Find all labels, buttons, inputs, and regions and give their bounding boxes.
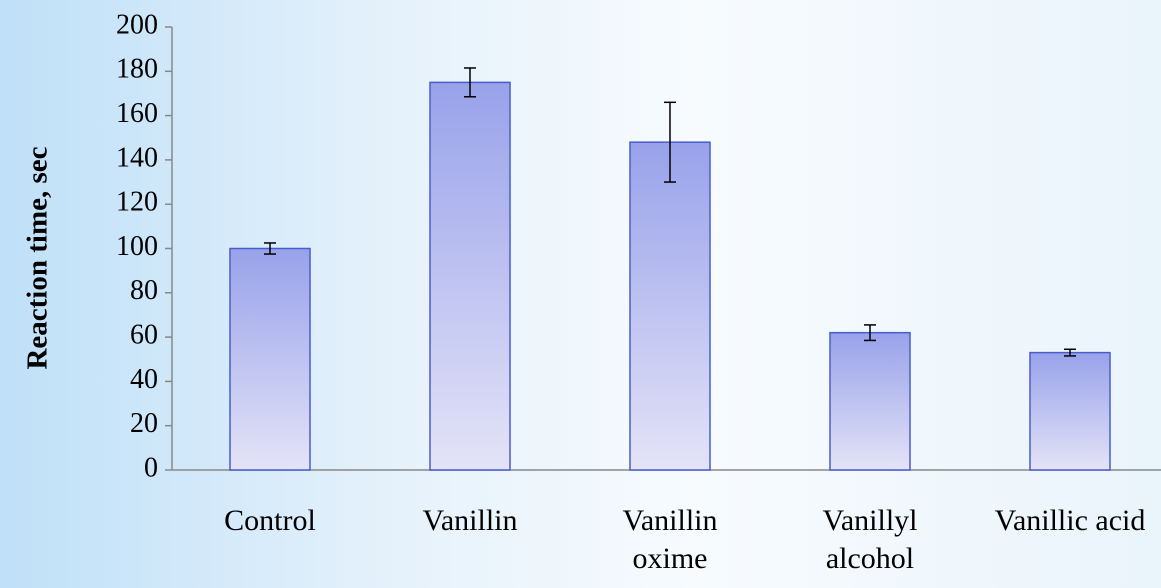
x-tick-label: Control bbox=[224, 504, 316, 537]
bar bbox=[629, 141, 711, 471]
y-tick-label: 180 bbox=[116, 54, 158, 85]
y-tick-label: 100 bbox=[116, 231, 158, 262]
y-tick-label: 140 bbox=[116, 142, 158, 173]
bar bbox=[829, 331, 911, 471]
y-tick-label: 80 bbox=[130, 275, 158, 306]
y-tick-label: 0 bbox=[144, 452, 158, 483]
x-tick-label: Vanillin bbox=[422, 504, 518, 537]
x-tick-label: Vanillic acid bbox=[994, 504, 1146, 537]
bar bbox=[429, 81, 511, 471]
x-tick-label: Vanillyl alcohol bbox=[822, 504, 918, 575]
y-tick-label: 200 bbox=[116, 9, 158, 40]
y-axis-label: Reaction time, sec bbox=[22, 146, 54, 369]
bar bbox=[229, 247, 311, 471]
bar bbox=[1029, 351, 1111, 471]
x-tick-label: Vanillin oxime bbox=[622, 504, 718, 575]
y-tick-label: 40 bbox=[130, 364, 158, 395]
y-tick-label: 60 bbox=[130, 320, 158, 351]
y-tick-label: 160 bbox=[116, 98, 158, 129]
y-tick-label: 20 bbox=[130, 408, 158, 439]
y-tick-label: 120 bbox=[116, 187, 158, 218]
